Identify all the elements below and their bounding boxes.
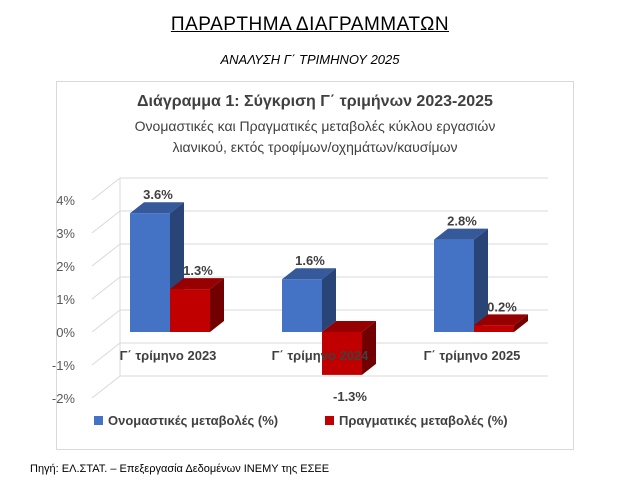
bar-nominal-top: [130, 202, 184, 214]
page-title: ΠΑΡΑΡΤΗΜΑ ΔΙΑΓΡΑΜΜΑΤΩΝ: [170, 14, 450, 35]
y-tick-label: 0%: [56, 325, 75, 340]
data-label: 0.2%: [487, 299, 517, 314]
page-subtitle: ΑΝΑΛΥΣΗ Γ΄ ΤΡΙΜΗΝΟΥ 2025: [220, 52, 400, 67]
gridline-depth: [91, 309, 121, 333]
bar-real-top: [322, 321, 376, 332]
gridline-depth: [91, 210, 121, 234]
gridline-depth: [91, 375, 121, 399]
chart-subtitle: Ονομαστικές και Πραγματικές μεταβολές κύ…: [56, 116, 574, 158]
gridline-depth: [91, 243, 121, 267]
bar-nominal-side: [474, 228, 488, 332]
chart-frame: [56, 81, 574, 450]
data-label: 2.8%: [447, 214, 477, 229]
legend-label: Ονομαστικές μεταβολές (%): [108, 413, 278, 428]
bar-nominal-top: [434, 228, 488, 240]
legend-swatch: [325, 416, 334, 425]
legend-label: Πραγματικές μεταβολές (%): [339, 413, 508, 428]
x-category-label: Γ΄ τρίμηνο 2025: [424, 348, 521, 363]
chart-title: Διάγραμμα 1: Σύγκριση Γ΄ τριμήνων 2023-2…: [137, 93, 493, 110]
data-label: 3.6%: [143, 187, 173, 202]
bar-real-side: [362, 321, 376, 375]
source-note: Πηγή: ΕΛ.ΣΤΑΤ. – Επεξεργασία Δεδομένων Ι…: [30, 463, 330, 475]
chart-subtitle-line-2: λιανικού, εκτός τροφίμων/οχημάτων/καυσίμ…: [172, 139, 458, 155]
bar-nominal: [434, 239, 474, 332]
x-category-label: Γ΄ τρίμηνο 2023: [120, 348, 217, 363]
data-label: 1.6%: [295, 253, 325, 268]
gridline-depth: [91, 177, 121, 201]
data-label: -1.3%: [333, 389, 367, 404]
legend-swatch: [94, 416, 103, 425]
bar-nominal: [130, 213, 170, 332]
y-tick-label: 2%: [56, 259, 75, 274]
bar-real-side: [514, 314, 528, 332]
bar-real: [322, 332, 362, 375]
gridline-depth: [91, 276, 121, 300]
y-tick-label: 1%: [56, 292, 75, 307]
chart-subtitle-line-1: Ονομαστικές και Πραγματικές μεταβολές κύ…: [134, 118, 496, 134]
x-category-label: Γ΄ τρίμηνο 2024: [272, 348, 370, 363]
bar-real: [474, 325, 514, 332]
y-tick-label: 3%: [56, 226, 75, 241]
bar-nominal-side: [322, 268, 336, 332]
y-tick-label: 4%: [56, 193, 75, 208]
data-label: 1.3%: [183, 263, 213, 278]
bar-real-side: [210, 278, 224, 332]
bar-real: [170, 289, 210, 332]
y-tick-label: -1%: [52, 358, 76, 373]
bar-nominal: [282, 279, 322, 332]
bar-real-top: [170, 278, 224, 290]
y-tick-label: -2%: [52, 391, 76, 406]
bar-real-top: [474, 314, 528, 326]
bar-nominal-top: [282, 268, 336, 280]
gridline-depth: [91, 342, 121, 366]
